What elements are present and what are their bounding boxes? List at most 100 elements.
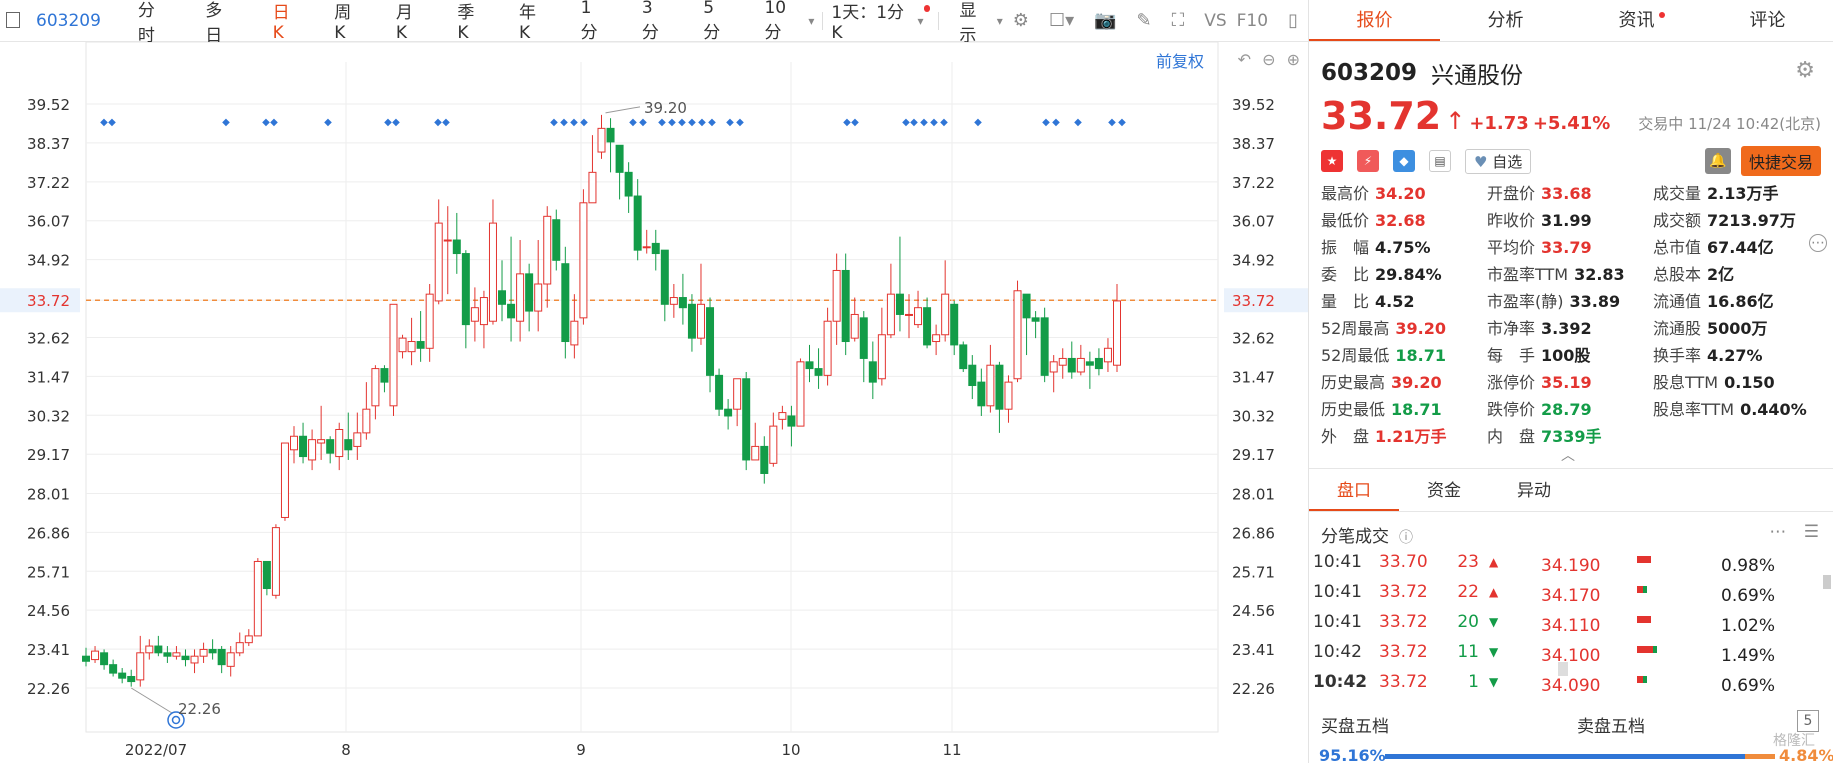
period-select[interactable]: 1天：1分K [831, 3, 905, 43]
fq-select[interactable]: 前复权 [1155, 52, 1204, 71]
tab-comments[interactable]: 评论 [1702, 0, 1833, 41]
candle-body [886, 293, 895, 336]
order-price: 34.090 [1541, 676, 1601, 696]
document-icon[interactable]: ▤ [1429, 150, 1451, 172]
order-bar-red [1637, 556, 1651, 563]
tab-quote[interactable]: 报价 [1309, 0, 1440, 41]
chevron-down-icon[interactable]: ▾ [808, 13, 815, 28]
levels-button[interactable]: 5 [1797, 710, 1819, 732]
tab-3min[interactable]: 3分 [641, 0, 659, 43]
candle-body [579, 202, 588, 319]
pencil-icon[interactable]: ✎ [1136, 10, 1152, 31]
tab-10min[interactable]: 10分 [764, 0, 787, 43]
add-watchlist-button[interactable]: ♥ 自选 [1465, 148, 1532, 174]
tab-zijin[interactable]: 资金 [1427, 481, 1461, 501]
candle-body [805, 361, 814, 370]
stock-name: 兴通股份 [1431, 63, 1524, 89]
more-icon[interactable]: ⋯ [1809, 234, 1827, 252]
candle-body [588, 171, 597, 204]
candle-body [362, 408, 371, 434]
chevron-down-icon[interactable]: ▾ [917, 13, 924, 28]
tab-jik[interactable]: 季K [457, 3, 475, 43]
stat-label: 外 盘 [1321, 427, 1370, 446]
vs-button[interactable]: VS [1204, 10, 1227, 31]
event-marker-icon: ◆ [688, 117, 696, 128]
tab-5min[interactable]: 5分 [703, 0, 721, 43]
candle-body [534, 283, 543, 312]
stat-label: 开盘价 [1487, 184, 1536, 203]
ticks-scrollbar[interactable] [1558, 662, 1568, 676]
tab-1min[interactable]: 1分 [580, 0, 598, 43]
tab-yidong[interactable]: 异动 [1517, 481, 1551, 501]
margin-icon[interactable]: ⚡ [1357, 150, 1379, 172]
chevron-down-icon[interactable]: ▾ [996, 13, 1003, 28]
event-marker-icon: ◆ [270, 117, 278, 128]
order-price: 34.100 [1541, 646, 1601, 666]
stat-item: 市盈率TTM 32.83 [1487, 261, 1625, 285]
fullscreen-icon[interactable]: ⛶ [1171, 10, 1185, 31]
candle-body [118, 672, 127, 679]
tab-yuek[interactable]: 月K [395, 3, 413, 43]
quote-panel: 报价 分析 资讯 评论 603209 兴通股份 33.72 ↑ +1.73 +5… [1308, 0, 1833, 765]
stat-label: 最高价 [1321, 184, 1370, 203]
candle-body [1013, 290, 1022, 380]
collapse-chevron-icon[interactable]: ︿ [1561, 448, 1575, 464]
candle-body [606, 127, 615, 143]
stat-item: 开盘价 33.68 [1487, 180, 1592, 204]
tab-fenshi[interactable]: 分时 [137, 0, 155, 46]
info-icon[interactable]: ⓘ [1399, 530, 1413, 546]
camera-icon[interactable]: 📷 [1094, 10, 1117, 31]
y-tick-label-left: 39.52 [27, 96, 70, 114]
indicator-square-icon[interactable]: ☐▾ [1048, 10, 1075, 31]
stock-code-link[interactable]: 603209 [36, 10, 101, 31]
gear-icon[interactable]: ⚙ [1795, 58, 1815, 83]
tab-rik[interactable]: 日K [272, 3, 290, 43]
y-tick-label-right: 29.17 [1232, 446, 1275, 464]
order-price: 34.190 [1541, 556, 1601, 576]
zoom-out-icon[interactable]: ⊖ [1262, 50, 1276, 69]
more-icon[interactable]: ⋯ [1769, 522, 1787, 542]
tab-pankou[interactable]: 盘口 [1309, 469, 1399, 511]
stat-label: 52周最高 [1321, 319, 1390, 338]
candle-body [235, 642, 244, 654]
candle-body [633, 195, 642, 251]
orders-scrollbar[interactable] [1823, 575, 1831, 589]
ticks-title: 分笔成交 ⓘ [1321, 522, 1413, 547]
tag-icon[interactable]: ◆ [1393, 150, 1415, 172]
candle-body [389, 303, 398, 407]
stat-label: 涨停价 [1487, 373, 1536, 392]
tab-news[interactable]: 资讯 [1571, 0, 1702, 41]
candle-body [823, 320, 832, 376]
event-marker-icon: ◆ [902, 117, 910, 128]
tab-zhouk[interactable]: 周K [334, 3, 352, 43]
stat-value: 32.83 [1574, 265, 1625, 284]
layout-icon[interactable] [6, 12, 20, 28]
tick-row: 10:41 33.72 20 ▼ [1309, 608, 1833, 638]
settings-icon[interactable]: ⚙ [1012, 10, 1029, 31]
f10-button[interactable]: F10 [1236, 10, 1269, 31]
order-bar-red [1637, 616, 1651, 623]
badge-row: ★ ⚡ ◆ ▤ ♥ 自选 🔔 快捷交易 [1321, 146, 1821, 176]
list-icon[interactable]: ☰ [1803, 522, 1819, 542]
undo-icon[interactable]: ↶ [1237, 50, 1251, 69]
display-menu[interactable]: 显示 [959, 0, 977, 46]
fast-trade-button[interactable]: 快捷交易 [1740, 146, 1821, 176]
bell-icon[interactable]: 🔔 [1704, 148, 1731, 174]
kline-chart[interactable]: 前复权 ↶ ⊖ ⊕ 39.52 39.52 38.37 38.37 37.22 37.22… [0, 41, 1308, 763]
event-marker-icon: ◆ [570, 117, 578, 128]
candle-body [597, 127, 606, 153]
candle-body [317, 439, 326, 444]
sidebar-toggle-icon[interactable]: ▯ [1288, 10, 1298, 31]
tab-duori[interactable]: 多日 [205, 0, 223, 46]
tab-analysis[interactable]: 分析 [1440, 0, 1571, 41]
stat-value: 33.89 [1569, 292, 1621, 311]
divider [822, 11, 824, 30]
candle-body [696, 303, 705, 339]
tab-niank[interactable]: 年K [519, 3, 537, 43]
candle-body [1040, 317, 1049, 376]
event-marker-icon: ◆ [1108, 117, 1116, 128]
candle-body [507, 303, 516, 319]
zoom-in-icon[interactable]: ⊕ [1286, 50, 1300, 69]
y-tick-label-left: 28.01 [27, 485, 70, 503]
event-marker-icon: ◆ [1042, 117, 1050, 128]
